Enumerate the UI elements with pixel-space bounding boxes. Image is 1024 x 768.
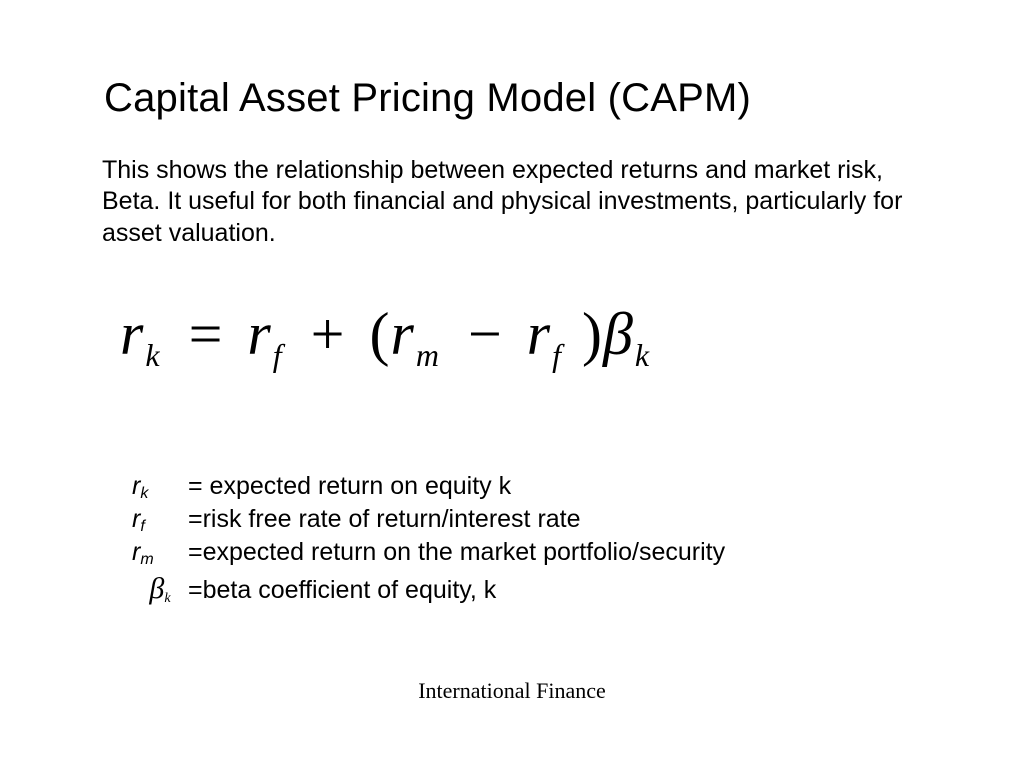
formula-sub-f: f — [272, 337, 287, 373]
formula-var-rf2: r — [527, 301, 551, 367]
definition-row: rf =risk free rate of return/interest ra… — [132, 503, 725, 536]
formula-sub-beta-k: k — [634, 337, 654, 373]
left-paren: ( — [370, 301, 391, 367]
minus-sign: − — [460, 301, 511, 367]
formula-sub-k: k — [144, 337, 164, 373]
formula-beta: β — [603, 301, 634, 367]
equals-sign: = — [181, 301, 232, 367]
definition-text: =beta coefficient of equity, k — [188, 574, 496, 607]
slide-footer: International Finance — [0, 678, 1024, 704]
definition-symbol-rk: rk — [132, 470, 188, 503]
definition-row: βk =beta coefficient of equity, k — [132, 569, 725, 609]
formula-var-rf: r — [247, 301, 271, 367]
definition-symbol-rm: rm — [132, 536, 188, 569]
formula-sub-m: m — [415, 337, 444, 373]
plus-sign: + — [303, 301, 354, 367]
slide-title: Capital Asset Pricing Model (CAPM) — [104, 76, 964, 121]
definition-text: =risk free rate of return/interest rate — [188, 503, 581, 536]
slide: Capital Asset Pricing Model (CAPM) This … — [0, 0, 1024, 768]
capm-formula: rk = rf + (rm − rf )βk — [120, 300, 654, 369]
definition-symbol-beta: βk — [132, 569, 188, 609]
slide-description: This shows the relationship between expe… — [102, 155, 942, 249]
definition-row: rk = expected return on equity k — [132, 470, 725, 503]
definition-text: =expected return on the market portfolio… — [188, 536, 725, 569]
right-paren: ) — [582, 301, 603, 367]
formula-var-rk: r — [120, 301, 144, 367]
formula-sub-f2: f — [551, 337, 566, 373]
definition-text: = expected return on equity k — [188, 470, 511, 503]
definition-row: rm =expected return on the market portfo… — [132, 536, 725, 569]
definitions-list: rk = expected return on equity k rf =ris… — [132, 470, 725, 609]
definition-symbol-rf: rf — [132, 503, 188, 536]
formula-var-rm: r — [390, 301, 414, 367]
